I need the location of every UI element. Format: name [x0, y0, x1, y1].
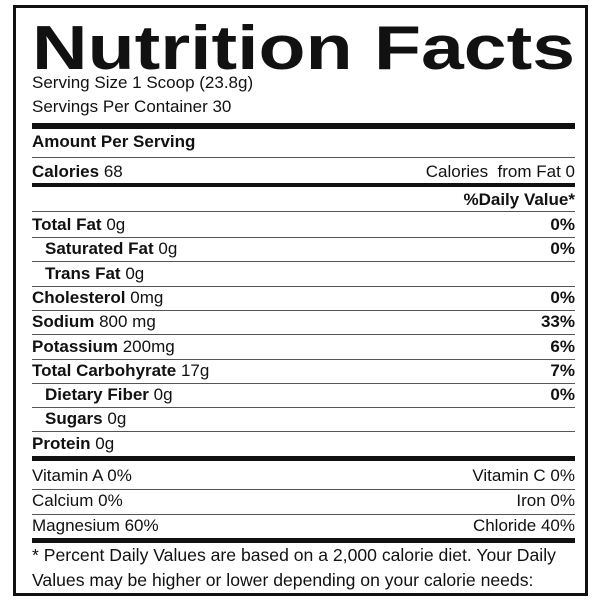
amount-per-serving-label: Amount Per Serving: [32, 132, 196, 151]
calories-value: 68: [103, 162, 123, 181]
thick-divider: [32, 123, 575, 129]
divider: [32, 489, 575, 490]
nutrient-row: Saturated Fat 0g 0%: [32, 237, 575, 261]
nutrient-row: Potassium 200mg 6%: [32, 335, 575, 359]
vitamin-right: Vitamin C 0%: [472, 466, 575, 485]
nutrient-row: Protein 0g: [32, 432, 575, 456]
nutrient-label: Sugars: [45, 409, 103, 429]
calories-row: Calories 68 Calories from Fat 0: [32, 160, 575, 184]
divider: [32, 309, 575, 311]
nutrient-label: Cholesterol: [32, 287, 126, 307]
servings-per-container: Servings Per Container 30: [32, 97, 232, 116]
nutrient-label: Total Fat: [32, 215, 102, 234]
nutrient-row: Cholesterol 0mg 0%: [32, 286, 575, 310]
nutrient-amount: 0g: [125, 263, 145, 283]
title-text: Nutrition Facts: [32, 20, 575, 72]
nutrient-daily-value: 33%: [540, 312, 575, 332]
divider: [32, 431, 575, 433]
nutrient-label: Potassium: [32, 336, 118, 356]
thick-divider: [32, 538, 575, 543]
nutrient-amount: 17g: [180, 360, 210, 380]
footnote-line-1: * Percent Daily Values are based on a 2,…: [32, 545, 556, 565]
nutrient-label: Protein: [32, 433, 91, 453]
vitamin-row: Magnesium 60% Chloride 40%: [32, 514, 575, 538]
calories-label: Calories: [32, 162, 100, 181]
nutrient-label: Total Carbohyrate: [32, 360, 177, 380]
nutrient-amount: 200mg: [122, 336, 175, 356]
nutrition-facts-label: Nutrition Facts Serving Size 1 Scoop (23…: [13, 5, 588, 596]
nutrient-daily-value: 0%: [550, 239, 575, 259]
thick-divider: [32, 456, 575, 461]
calories-from-fat: Calories from Fat 0: [425, 162, 575, 181]
nutrient-daily-value: 0%: [550, 287, 575, 307]
divider: [32, 237, 575, 238]
title: Nutrition Facts: [32, 20, 575, 72]
nutrient-label: Dietary Fiber: [45, 385, 149, 405]
nutrient-daily-value: 7%: [550, 360, 575, 380]
nutrient-row: Total Fat 0g 0%: [32, 213, 575, 237]
divider: [32, 514, 575, 515]
nutrient-row: Sodium 800 mg 33%: [32, 310, 575, 334]
divider: [32, 261, 575, 263]
nutrient-amount: 0g: [107, 409, 127, 429]
daily-value-header: %Daily Value*: [32, 188, 575, 212]
thick-divider: [32, 183, 575, 187]
nutrient-row: Trans Fat 0g: [32, 262, 575, 286]
nutrient-daily-value: 0%: [550, 215, 575, 234]
amount-per-serving: Amount Per Serving: [32, 130, 575, 154]
serving-size: Serving Size 1 Scoop (23.8g): [32, 73, 254, 92]
vitamin-right: Iron 0%: [516, 491, 575, 510]
vitamin-row: Vitamin A 0% Vitamin C 0%: [32, 464, 575, 488]
divider: [32, 358, 575, 360]
nutrient-amount: 0g: [95, 433, 115, 453]
nutrient-amount: 0g: [158, 239, 178, 259]
nutrient-row: Dietary Fiber 0g 0%: [32, 383, 575, 407]
nutrient-daily-value: 0%: [550, 385, 575, 405]
nutrient-daily-value: 6%: [550, 336, 575, 356]
nutrient-label: Trans Fat: [45, 263, 121, 283]
footnote-line-2: Values may be higher or lower depending …: [32, 570, 534, 590]
vitamin-left: Magnesium 60%: [32, 516, 159, 535]
daily-value-header-label: %Daily Value*: [463, 190, 575, 209]
vitamin-row: Calcium 0% Iron 0%: [32, 489, 575, 513]
vitamin-left: Calcium 0%: [32, 491, 123, 510]
divider: [32, 285, 575, 287]
nutrient-amount: 0g: [153, 385, 173, 405]
nutrient-label: Saturated Fat: [45, 239, 154, 259]
divider: [32, 382, 575, 384]
nutrient-label: Sodium: [32, 312, 95, 332]
divider: [32, 407, 575, 409]
nutrient-row: Total Carbohyrate 17g 7%: [32, 359, 575, 383]
nutrient-amount: 0g: [106, 215, 126, 234]
nutrient-row: Sugars 0g: [32, 407, 575, 431]
nutrient-amount: 0mg: [130, 287, 164, 307]
vitamin-right: Chloride 40%: [472, 516, 575, 535]
divider: [32, 211, 575, 212]
nutrient-amount: 800 mg: [99, 312, 156, 332]
divider: [32, 334, 575, 336]
vitamin-left: Vitamin A 0%: [32, 466, 132, 485]
divider: [32, 157, 575, 158]
